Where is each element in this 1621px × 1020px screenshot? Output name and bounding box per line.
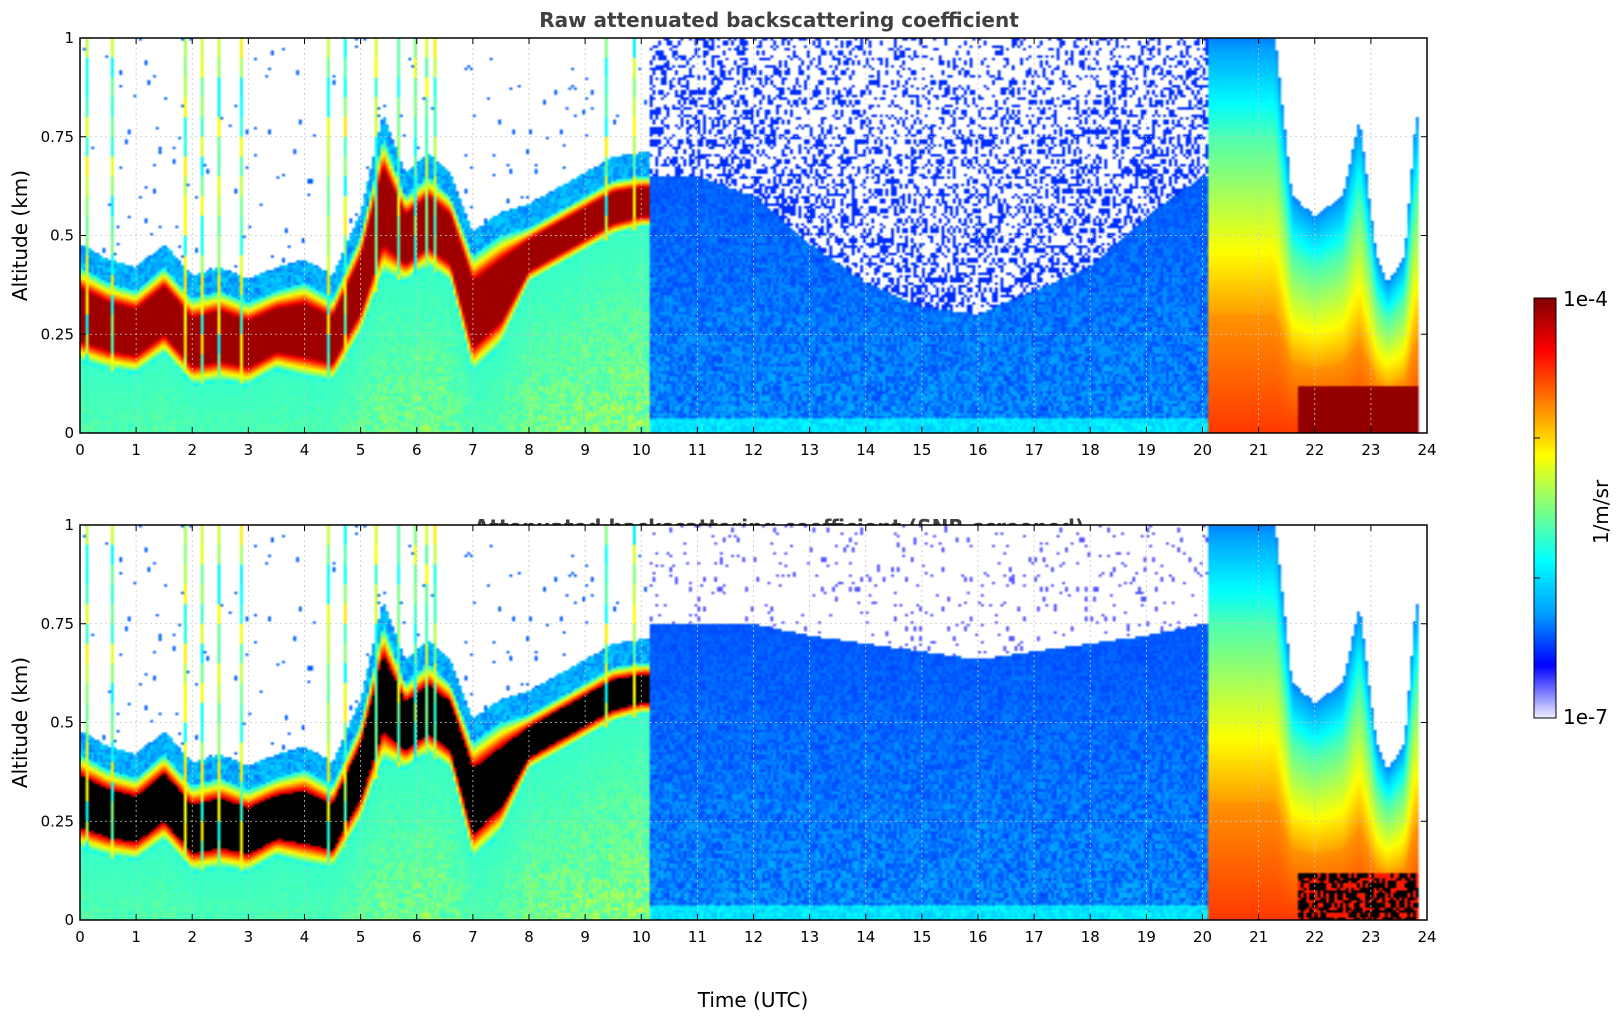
x-tick-label: 0 — [75, 441, 85, 459]
x-tick-label: 2 — [187, 928, 197, 946]
x-tick-label: 1 — [131, 441, 141, 459]
chart-title-raw: Raw attenuated backscattering coefficien… — [539, 8, 1019, 32]
x-tick-label: 23 — [1361, 441, 1380, 459]
x-tick-label: 22 — [1305, 441, 1324, 459]
colorbar: 1e-4 1e-7 1/m/sr — [1533, 287, 1613, 729]
colorbar-unit-label: 1/m/sr — [1589, 479, 1613, 544]
x-tick-label: 18 — [1081, 441, 1100, 459]
y-tick-label: 0.25 — [41, 325, 74, 343]
x-tick-label: 24 — [1417, 928, 1436, 946]
x-tick-label: 15 — [912, 441, 931, 459]
x-tick-label: 21 — [1249, 928, 1268, 946]
y-axis-raw: 0 0.25 0.5 0.75 1 — [41, 29, 1427, 442]
x-tick-label: 9 — [580, 928, 590, 946]
x-tick-label: 0 — [75, 928, 85, 946]
x-tick-label: 17 — [1025, 928, 1044, 946]
x-tick-label: 23 — [1361, 928, 1380, 946]
colorbar-min-label: 1e-7 — [1563, 705, 1608, 729]
x-tick-label: 15 — [912, 928, 931, 946]
x-tick-label: 8 — [524, 928, 534, 946]
x-tick-label: 19 — [1137, 441, 1156, 459]
x-tick-label: 5 — [356, 928, 366, 946]
x-tick-label: 14 — [856, 441, 875, 459]
x-tick-label: 24 — [1417, 441, 1436, 459]
x-tick-label: 8 — [524, 441, 534, 459]
y-axis-label-snr: Altitude (km) — [8, 657, 32, 788]
x-tick-label: 4 — [300, 441, 310, 459]
colorbar-scale — [1533, 297, 1557, 719]
x-tick-label: 12 — [744, 441, 763, 459]
y-tick-label: 0.25 — [41, 812, 74, 830]
x-tick-label: 2 — [187, 441, 197, 459]
x-tick-label: 20 — [1193, 928, 1212, 946]
x-tick-label: 19 — [1137, 928, 1156, 946]
x-tick-label: 10 — [632, 441, 651, 459]
y-tick-label: 0 — [64, 424, 74, 442]
y-tick-label: 0.5 — [50, 227, 74, 245]
y-tick-label: 0.75 — [41, 615, 74, 633]
y-tick-label: 1 — [64, 516, 74, 534]
x-tick-label: 4 — [300, 928, 310, 946]
y-tick-label: 0.5 — [50, 714, 74, 732]
x-tick-label: 16 — [968, 441, 987, 459]
x-tick-label: 7 — [468, 928, 478, 946]
x-tick-label: 7 — [468, 441, 478, 459]
x-tick-label: 13 — [800, 441, 819, 459]
x-tick-label: 11 — [688, 928, 707, 946]
x-tick-label: 6 — [412, 928, 422, 946]
x-tick-label: 5 — [356, 441, 366, 459]
x-tick-label: 16 — [968, 928, 987, 946]
x-axis-snr: 0 1 2 3 4 5 6 7 8 9 10 11 12 13 14 15 16 17 18 19 20 21 22 23 24 — [75, 525, 1437, 946]
x-tick-label: 1 — [131, 928, 141, 946]
x-tick-label: 14 — [856, 928, 875, 946]
x-tick-label: 21 — [1249, 441, 1268, 459]
y-axis-snr: 0 0.25 0.5 0.75 1 — [41, 516, 1427, 929]
x-axis-label: Time (UTC) — [697, 988, 809, 1012]
x-tick-label: 18 — [1081, 928, 1100, 946]
panel-raw: Raw attenuated backscattering coefficien… — [8, 8, 1437, 459]
x-tick-label: 3 — [244, 441, 254, 459]
x-tick-label: 6 — [412, 441, 422, 459]
y-tick-label: 0.75 — [41, 128, 74, 146]
x-tick-label: 12 — [744, 928, 763, 946]
x-tick-label: 9 — [580, 441, 590, 459]
x-tick-label: 17 — [1025, 441, 1044, 459]
x-tick-label: 3 — [244, 928, 254, 946]
x-tick-label: 20 — [1193, 441, 1212, 459]
y-tick-label: 0 — [64, 911, 74, 929]
y-tick-label: 1 — [64, 29, 74, 47]
x-tick-label: 11 — [688, 441, 707, 459]
x-tick-label: 22 — [1305, 928, 1324, 946]
x-axis-raw: 0 1 2 3 4 5 6 7 8 9 10 11 12 13 14 15 16 17 18 19 20 21 22 23 24 — [75, 38, 1437, 459]
panel-snr-screened: Attenuated backscattering coefficient (S… — [8, 515, 1437, 1012]
colorbar-max-label: 1e-4 — [1563, 287, 1608, 311]
y-axis-label-raw: Altitude (km) — [8, 170, 32, 301]
x-tick-label: 10 — [632, 928, 651, 946]
x-tick-label: 13 — [800, 928, 819, 946]
